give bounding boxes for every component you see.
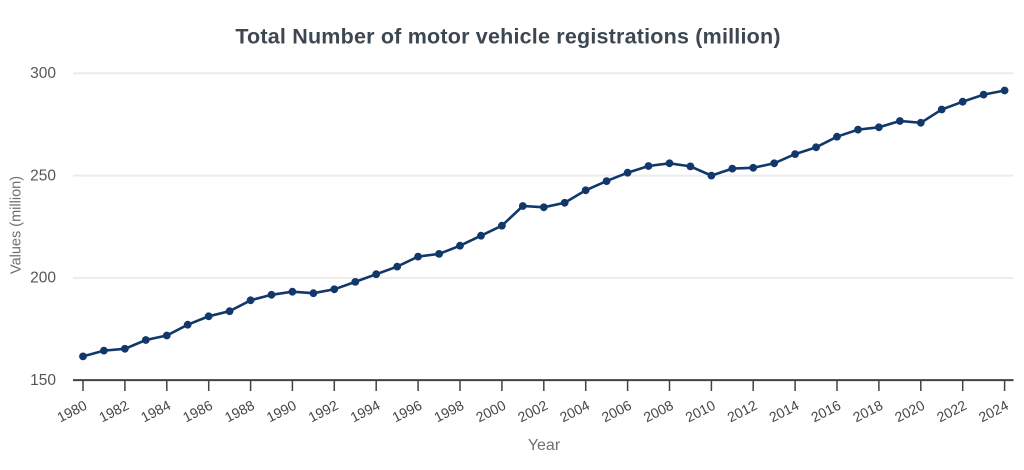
svg-text:2018: 2018: [850, 397, 885, 425]
svg-text:1994: 1994: [348, 397, 383, 425]
svg-text:1990: 1990: [264, 397, 299, 425]
svg-text:2000: 2000: [473, 397, 508, 425]
svg-text:1984: 1984: [138, 397, 173, 425]
svg-text:1988: 1988: [222, 397, 257, 425]
svg-text:2008: 2008: [641, 397, 676, 425]
svg-text:2004: 2004: [557, 397, 592, 425]
svg-text:1998: 1998: [431, 397, 466, 425]
svg-text:2014: 2014: [766, 397, 801, 425]
svg-text:2020: 2020: [892, 397, 927, 425]
svg-text:2012: 2012: [725, 397, 760, 425]
svg-text:2022: 2022: [934, 397, 969, 425]
svg-text:Values (million): Values (million): [9, 176, 25, 274]
svg-text:250: 250: [30, 167, 56, 184]
svg-text:2006: 2006: [599, 397, 634, 425]
svg-text:Year: Year: [528, 437, 561, 454]
svg-text:150: 150: [30, 372, 56, 389]
svg-text:1992: 1992: [306, 397, 341, 425]
svg-text:300: 300: [30, 65, 56, 82]
svg-text:1982: 1982: [96, 397, 131, 425]
svg-text:200: 200: [30, 270, 56, 287]
svg-text:1996: 1996: [389, 397, 424, 425]
svg-text:2016: 2016: [808, 397, 843, 425]
svg-text:2024: 2024: [976, 397, 1011, 425]
svg-text:1986: 1986: [180, 397, 215, 425]
svg-text:1980: 1980: [54, 397, 89, 425]
svg-text:2010: 2010: [683, 397, 718, 425]
svg-text:2002: 2002: [515, 397, 550, 425]
svg-text:Total Number of motor vehicle: Total Number of motor vehicle registrati…: [235, 25, 780, 49]
